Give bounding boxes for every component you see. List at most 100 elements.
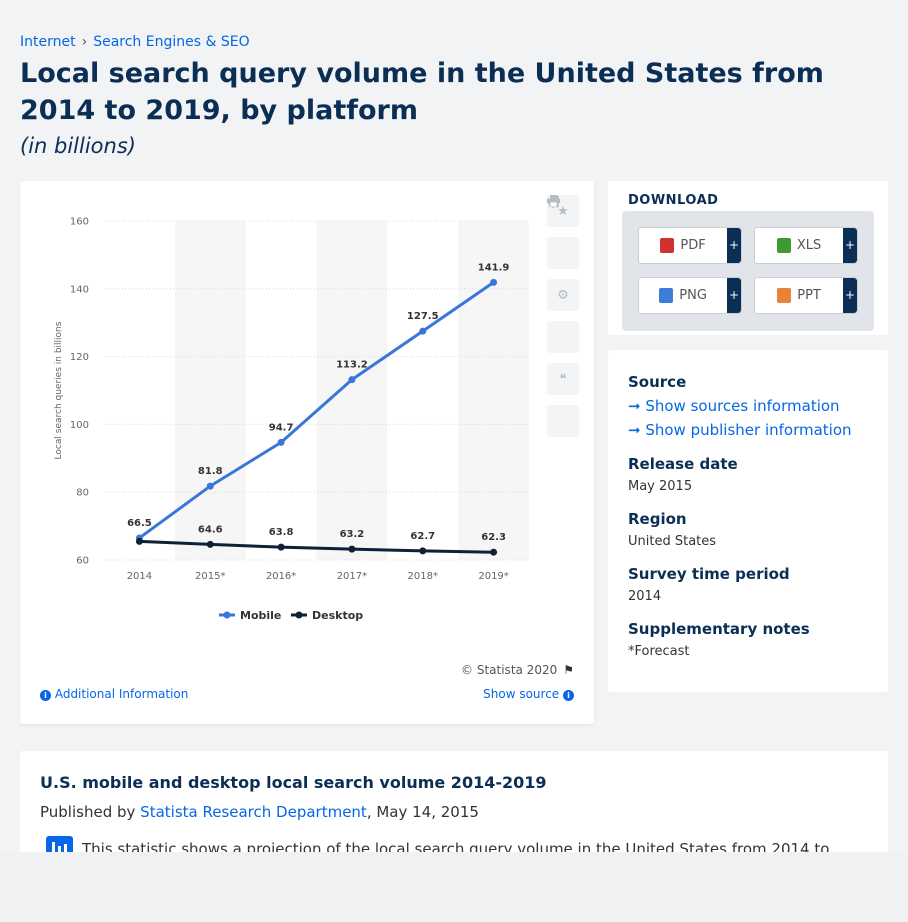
show-source-link[interactable]: Show source i xyxy=(483,687,574,701)
data-point-desktop xyxy=(348,545,356,553)
data-point-desktop xyxy=(490,548,498,556)
published-prefix: Published by xyxy=(40,803,136,821)
download-heading: DOWNLOAD xyxy=(628,193,719,208)
data-label: 62.7 xyxy=(410,531,435,542)
info-icon: i xyxy=(40,690,51,701)
data-point-mobile xyxy=(348,376,356,384)
survey-period-value: 2014 xyxy=(628,589,662,604)
chart-card: 60 80 100 120 140 160 2014 2015* 2016* 2017* 2018*… xyxy=(20,181,594,724)
download-ppt-main[interactable]: PPT xyxy=(755,288,843,303)
y-tick-label: 100 xyxy=(70,420,89,431)
flag-icon[interactable]: ⚑ xyxy=(563,663,574,677)
data-label: 94.7 xyxy=(269,422,294,433)
legend-label: Mobile xyxy=(240,609,281,622)
data-label: 141.9 xyxy=(478,262,510,273)
download-xls-label: XLS xyxy=(796,238,822,253)
plus-icon[interactable]: + xyxy=(843,278,857,313)
quote-icon[interactable]: ❝ xyxy=(547,363,579,395)
y-tick-label: 80 xyxy=(76,488,89,499)
footer-bar xyxy=(0,852,908,922)
show-publisher-link[interactable]: ➞ Show publisher information xyxy=(628,421,852,439)
page-title: Local search query volume in the United … xyxy=(20,58,824,126)
gear-icon[interactable]: ⚙ xyxy=(547,279,579,311)
x-tick-label: 2014 xyxy=(127,571,152,582)
release-date-value: May 2015 xyxy=(628,479,693,494)
statistic-icon xyxy=(46,836,73,852)
chart-copyright: © Statista 2020 ⚑ xyxy=(461,663,574,677)
plus-icon[interactable]: + xyxy=(727,228,741,263)
data-label: 62.3 xyxy=(481,532,506,543)
column-band xyxy=(174,221,246,560)
x-tick-label: 2017* xyxy=(337,571,367,582)
y-tick-label: 120 xyxy=(70,352,89,363)
legend-swatch-point xyxy=(295,611,303,619)
show-sources-link[interactable]: ➞ Show sources information xyxy=(628,397,840,415)
source-label: Source xyxy=(628,373,687,391)
download-png-button[interactable]: PNG + xyxy=(638,277,742,314)
series-line-desktop xyxy=(139,539,494,554)
y-tick-label: 160 xyxy=(70,217,89,228)
print-icon[interactable] xyxy=(547,195,579,437)
description-heading: U.S. mobile and desktop local search vol… xyxy=(40,773,547,792)
statistic-details-card: Source ➞ Show sources information ➞ Show… xyxy=(608,350,888,692)
data-point-desktop xyxy=(277,543,285,551)
page-subtitle: (in billions) xyxy=(20,134,136,158)
download-grid: PDF + XLS + PNG + PPT + xyxy=(622,211,874,331)
data-point-desktop xyxy=(135,537,143,545)
page: Internet › Search Engines & SEO Local sear… xyxy=(20,34,888,852)
download-xls-main[interactable]: XLS xyxy=(755,238,843,253)
y-tick-label: 60 xyxy=(76,556,89,567)
download-pdf-main[interactable]: PDF xyxy=(639,238,727,253)
published-date: , May 14, 2015 xyxy=(366,803,479,821)
share-icon[interactable] xyxy=(547,195,579,353)
region-label: Region xyxy=(628,510,687,528)
supplementary-notes-value: *Forecast xyxy=(628,644,690,659)
region-value: United States xyxy=(628,534,717,549)
ppt-file-icon xyxy=(777,288,792,303)
arrow-right-icon: ➞ xyxy=(628,397,646,415)
show-publisher-label: Show publisher information xyxy=(645,421,852,439)
survey-period-label: Survey time period xyxy=(628,565,790,583)
data-point-mobile xyxy=(206,482,214,490)
data-label: 63.8 xyxy=(269,527,294,538)
breadcrumb-item-internet[interactable]: Internet xyxy=(20,34,76,50)
breadcrumb-separator: › xyxy=(81,34,88,50)
star-icon[interactable]: ★ xyxy=(547,195,579,227)
bell-icon[interactable] xyxy=(547,196,579,269)
chart-toolbar: ★ ⚙ ❝ xyxy=(547,195,579,447)
data-label: 63.2 xyxy=(340,529,365,540)
show-sources-label: Show sources information xyxy=(645,397,840,415)
plus-icon[interactable]: + xyxy=(843,228,857,263)
breadcrumb: Internet › Search Engines & SEO xyxy=(20,34,250,50)
legend-swatch-point xyxy=(223,611,231,619)
download-xls-button[interactable]: XLS + xyxy=(754,227,858,264)
additional-information-link[interactable]: i Additional Information xyxy=(40,687,188,701)
pdf-file-icon xyxy=(660,238,675,253)
data-point-mobile xyxy=(277,438,285,446)
download-ppt-button[interactable]: PPT + xyxy=(754,277,858,314)
x-tick-label: 2015* xyxy=(195,571,225,582)
x-tick-label: 2016* xyxy=(266,571,296,582)
publisher-link[interactable]: Statista Research Department xyxy=(140,803,367,821)
png-file-icon xyxy=(659,288,674,303)
plus-icon[interactable]: + xyxy=(727,278,741,313)
arrow-right-icon: ➞ xyxy=(628,421,646,439)
download-png-main[interactable]: PNG xyxy=(639,288,727,303)
copyright-text: © Statista 2020 xyxy=(461,663,558,677)
download-png-label: PNG xyxy=(679,288,707,303)
series-line-mobile xyxy=(138,281,495,540)
y-tick-label: 140 xyxy=(70,284,89,295)
data-point-desktop xyxy=(206,540,214,548)
y-axis-label: Local search queries in billions xyxy=(54,321,64,459)
description-text: This statistic shows a projection of the… xyxy=(82,840,830,852)
info-icon: i xyxy=(563,690,574,701)
xls-file-icon xyxy=(776,238,791,253)
breadcrumb-item-search-engines[interactable]: Search Engines & SEO xyxy=(93,34,250,50)
data-label: 81.8 xyxy=(198,466,223,477)
download-ppt-label: PPT xyxy=(797,288,821,303)
show-source-label: Show source xyxy=(483,687,560,701)
x-tick-label: 2019* xyxy=(478,571,508,582)
published-by: Published by Statista Research Departmen… xyxy=(40,803,479,821)
download-pdf-button[interactable]: PDF + xyxy=(638,227,742,264)
data-label: 113.2 xyxy=(336,360,368,371)
